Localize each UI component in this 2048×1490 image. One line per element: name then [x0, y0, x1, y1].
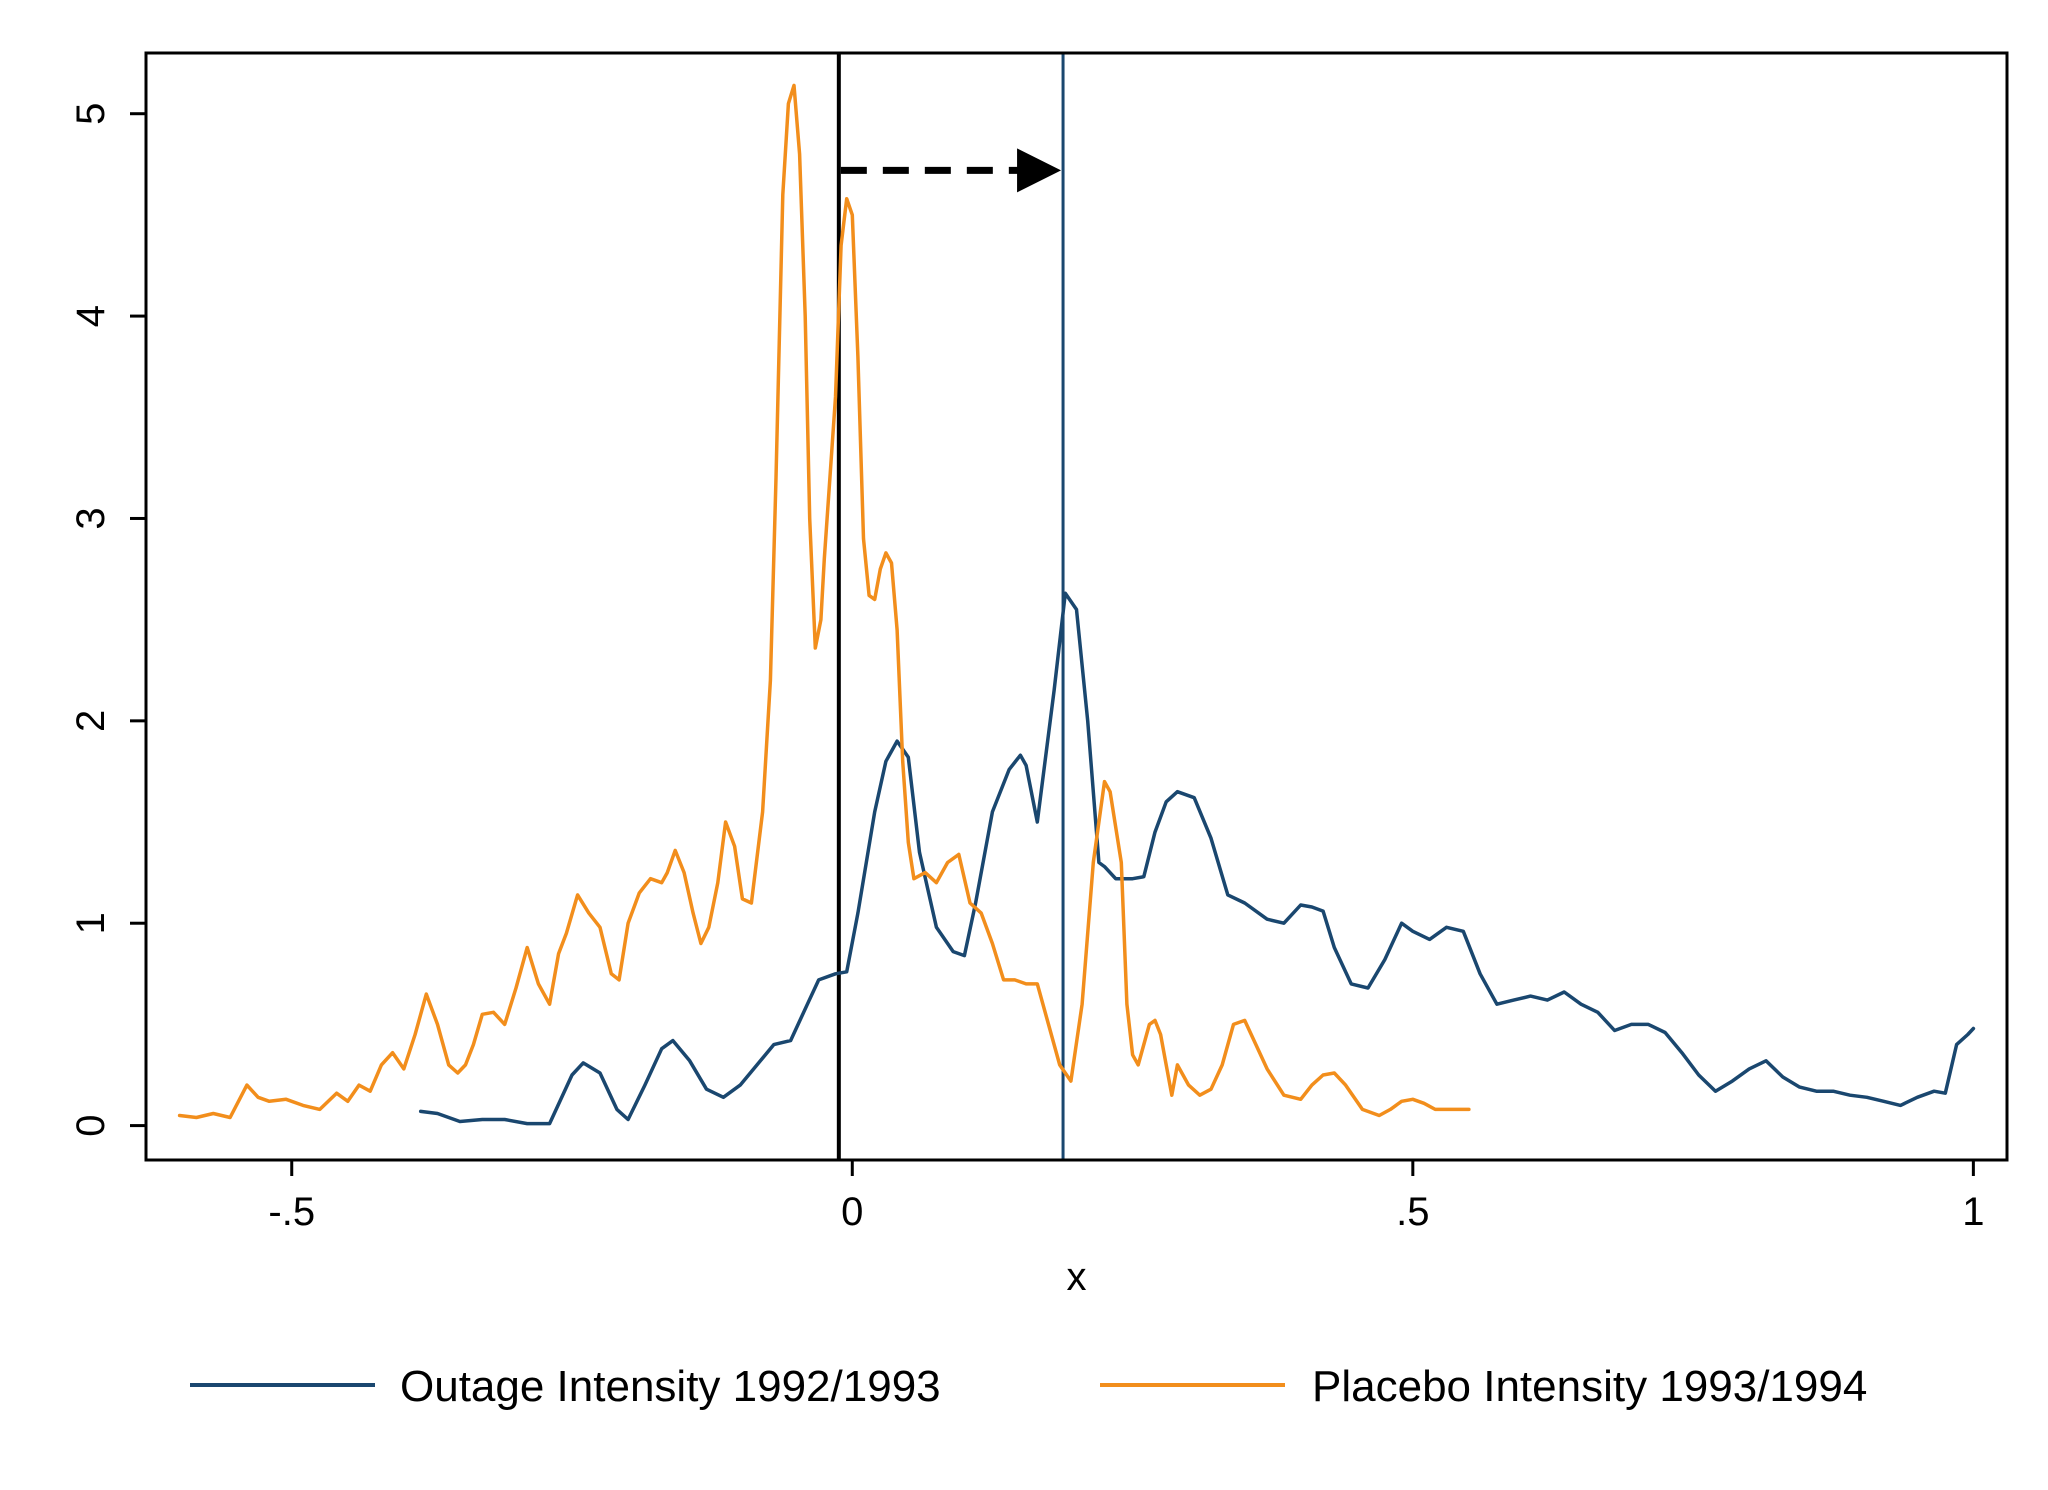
- y-axis: 0 1 2 3 4 5: [69, 103, 146, 1137]
- y-tick-label: 2: [69, 710, 113, 732]
- x-axis: -.5 0 .5 1: [268, 1160, 1984, 1234]
- y-tick-label: 5: [69, 103, 113, 125]
- shift-arrow: [840, 148, 1062, 193]
- y-tick-label: 4: [69, 305, 113, 327]
- x-tick-label: -.5: [268, 1190, 315, 1234]
- legend: Outage Intensity 1992/1993 Placebo Intens…: [190, 1362, 1867, 1411]
- series-layer: [177, 83, 1976, 1126]
- y-tick-label: 0: [69, 1114, 113, 1136]
- plot-frame: [144, 51, 2009, 1162]
- y-tick-label: 3: [69, 507, 113, 529]
- x-axis-title: x: [1067, 1255, 1087, 1299]
- legend-label-2: Placebo Intensity 1993/1994: [1312, 1362, 1867, 1411]
- series-line-2: [177, 83, 1471, 1120]
- legend-label-1: Outage Intensity 1992/1993: [400, 1362, 941, 1411]
- y-tick-label: 1: [69, 912, 113, 934]
- x-tick-label: 1: [1962, 1190, 1984, 1234]
- arrow-head: [1017, 148, 1062, 193]
- series-line-1: [418, 591, 1976, 1126]
- x-tick-label: .5: [1396, 1190, 1429, 1234]
- x-tick-label: 0: [841, 1190, 863, 1234]
